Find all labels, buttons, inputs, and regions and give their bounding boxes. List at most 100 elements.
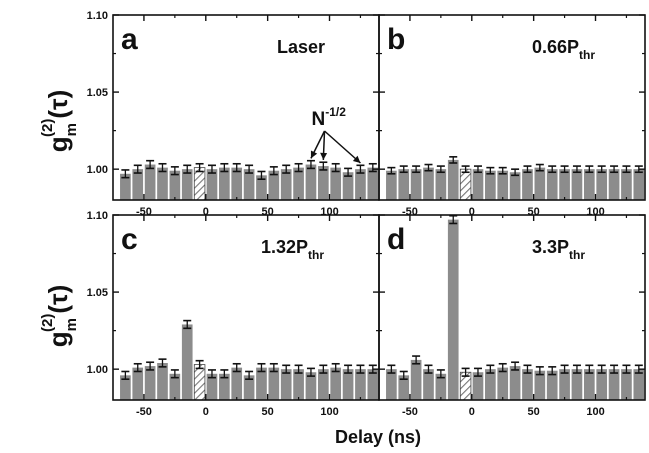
bar <box>509 172 521 200</box>
bar <box>410 169 422 200</box>
bar <box>447 219 459 400</box>
bar <box>534 370 546 400</box>
bar <box>305 372 317 400</box>
x-tick-label: 50 <box>528 406 540 418</box>
bar <box>243 375 255 400</box>
y-tick-label: 1.05 <box>87 287 108 299</box>
bar <box>583 169 595 200</box>
x-tick-label: 0 <box>469 406 475 418</box>
bar <box>243 169 255 200</box>
panel-c: 1.00 1.05 1.10 -50 0 50 100 c 1.32Pthr <box>87 210 380 418</box>
bar <box>435 373 447 400</box>
bar <box>256 367 267 400</box>
x-axis-label: Delay (ns) <box>335 427 421 447</box>
panel-label: Laser <box>277 37 325 57</box>
panel-letter: c <box>121 223 138 256</box>
bar <box>231 367 243 400</box>
bar <box>181 169 193 200</box>
bar <box>367 167 379 200</box>
y-tick-label: 1.05 <box>87 87 108 99</box>
bar <box>386 170 397 200</box>
annotation-label: N-1/2 <box>312 105 347 130</box>
y-axis-label-bottom: gm(2)(τ) <box>39 285 80 348</box>
bar <box>386 369 397 400</box>
bar <box>621 369 632 400</box>
bar <box>157 363 168 400</box>
panel-frame <box>378 14 646 201</box>
bar <box>293 369 304 400</box>
arrow-head <box>352 155 361 163</box>
bar <box>546 169 558 200</box>
bar <box>219 167 230 200</box>
bar <box>435 169 447 200</box>
bar <box>459 168 472 201</box>
bar <box>317 369 329 400</box>
bar <box>485 369 496 400</box>
bar <box>472 372 484 400</box>
bar <box>367 369 379 400</box>
bar <box>305 164 317 200</box>
y-axis-label-top: gm(2)(τ) <box>39 90 80 153</box>
panel-frame <box>378 214 646 401</box>
y-tick-label: 1.00 <box>87 164 108 176</box>
bar <box>330 367 342 400</box>
x-tick-label: -50 <box>136 406 152 418</box>
bar <box>293 167 304 200</box>
bar <box>633 169 645 200</box>
bar <box>571 169 583 200</box>
panel-label: 1.32Pthr <box>261 237 324 262</box>
bar <box>169 170 181 200</box>
bar <box>546 370 558 400</box>
bar <box>608 169 620 200</box>
panel-letter: d <box>387 223 405 256</box>
bar <box>571 369 583 400</box>
bar <box>559 369 570 400</box>
bar <box>497 170 509 200</box>
bar <box>268 170 280 200</box>
bar <box>144 164 156 200</box>
bar <box>485 170 496 200</box>
annotation-arrow <box>324 130 361 164</box>
bar <box>342 369 354 400</box>
bar <box>596 369 608 400</box>
bar <box>472 169 484 200</box>
panel-letter: b <box>387 23 405 56</box>
x-tick-label: 0 <box>203 206 209 218</box>
bar <box>256 175 267 200</box>
y-tick-label: 1.10 <box>87 10 108 22</box>
x-tick-label: 0 <box>203 406 209 418</box>
bar <box>132 169 144 200</box>
bar <box>342 172 354 200</box>
bar <box>447 159 459 200</box>
panel-letter: a <box>121 23 138 56</box>
bar <box>231 167 243 200</box>
bar <box>317 166 329 200</box>
bar <box>219 373 230 400</box>
bar <box>583 369 595 400</box>
bar <box>193 167 206 201</box>
bar <box>280 369 292 400</box>
bar <box>633 369 645 400</box>
bar <box>497 367 509 400</box>
panel-d: -50 0 50 100 d 3.3Pthr <box>378 214 646 418</box>
bar <box>398 375 410 400</box>
x-tick-label: 100 <box>320 406 338 418</box>
bar <box>410 359 422 400</box>
bar <box>423 167 434 200</box>
x-tick-label: 50 <box>262 406 274 418</box>
y-tick-label: 1.00 <box>87 364 108 376</box>
bar <box>132 367 144 400</box>
arrow-head <box>320 152 328 160</box>
bar <box>621 169 632 200</box>
bar <box>120 375 131 400</box>
bar <box>169 373 181 400</box>
x-tick-label: -50 <box>402 406 418 418</box>
bar <box>509 366 521 400</box>
bar <box>268 367 280 400</box>
bar <box>522 369 533 400</box>
bar <box>280 169 292 200</box>
panel-label: 3.3Pthr <box>532 237 585 262</box>
bar <box>206 373 218 400</box>
